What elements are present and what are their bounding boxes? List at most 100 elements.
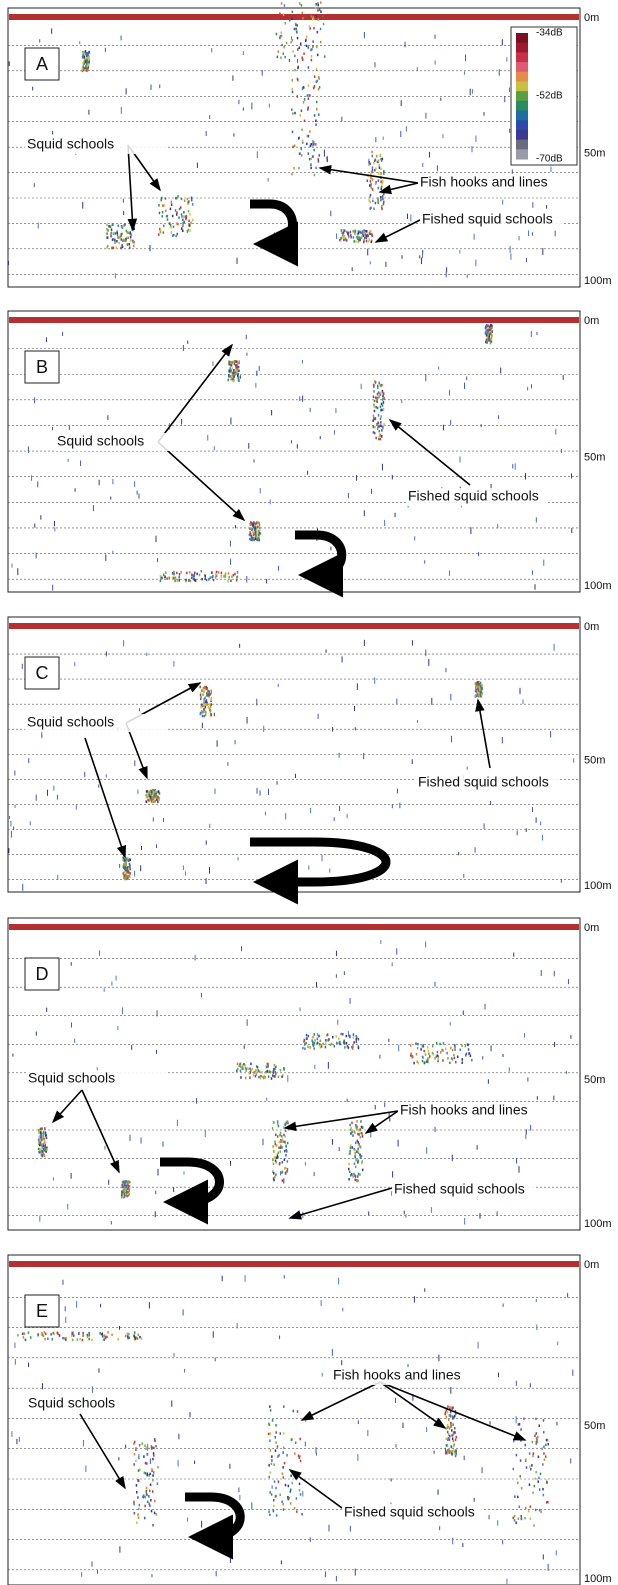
echo-noise bbox=[9, 61, 10, 66]
echo-school bbox=[452, 1415, 454, 1418]
echo-school bbox=[382, 195, 384, 198]
echo-school bbox=[308, 84, 310, 87]
echo-school bbox=[297, 37, 299, 40]
echo-school bbox=[309, 1046, 311, 1049]
echo-school bbox=[284, 56, 286, 59]
echo-school bbox=[330, 1043, 332, 1046]
echo-school bbox=[233, 372, 235, 375]
echo-school bbox=[383, 201, 385, 204]
echo-school bbox=[187, 201, 189, 204]
echo-school bbox=[125, 866, 127, 869]
echo-school bbox=[432, 1045, 434, 1048]
echo-school bbox=[215, 573, 217, 576]
echo-noise bbox=[504, 96, 505, 102]
echo-school bbox=[452, 1437, 454, 1440]
echo-school bbox=[155, 1445, 157, 1448]
colorbar-swatch bbox=[516, 130, 528, 140]
echo-noise bbox=[139, 708, 140, 711]
echo-school bbox=[380, 415, 382, 418]
echo-school bbox=[253, 1074, 255, 1077]
echo-school bbox=[301, 154, 303, 157]
echo-school bbox=[378, 164, 380, 167]
echo-school bbox=[277, 1445, 279, 1448]
echo-school bbox=[273, 1179, 275, 1182]
echo-noise bbox=[83, 1440, 84, 1446]
echo-noise bbox=[183, 345, 184, 351]
echo-school bbox=[228, 576, 230, 579]
echo-school bbox=[39, 1149, 41, 1152]
echo-noise bbox=[464, 71, 465, 74]
echo-noise bbox=[92, 1386, 93, 1392]
echo-school bbox=[288, 1485, 290, 1488]
echo-school bbox=[381, 435, 383, 438]
echo-school bbox=[205, 706, 207, 709]
echo-school bbox=[445, 1450, 447, 1453]
echo-school bbox=[193, 575, 195, 578]
echo-noise bbox=[157, 558, 158, 562]
echo-noise bbox=[46, 1008, 47, 1012]
echo-school bbox=[203, 690, 205, 693]
echo-school bbox=[325, 1043, 327, 1046]
echo-school bbox=[383, 170, 385, 173]
echo-school bbox=[110, 225, 112, 228]
echo-noise bbox=[111, 1221, 112, 1224]
echo-noise bbox=[130, 1135, 131, 1141]
echo-school bbox=[275, 1436, 277, 1439]
echo-school bbox=[346, 231, 348, 234]
echo-school bbox=[146, 1490, 148, 1493]
echo-school bbox=[52, 1332, 54, 1335]
echo-noise bbox=[566, 1071, 567, 1074]
echo-school bbox=[519, 1423, 521, 1426]
echo-noise bbox=[163, 818, 164, 822]
echo-school bbox=[129, 863, 131, 866]
echo-school bbox=[420, 1048, 422, 1051]
echo-school bbox=[313, 1047, 315, 1050]
echo-school bbox=[285, 1172, 287, 1175]
echo-noise bbox=[431, 1207, 432, 1213]
echo-school bbox=[360, 1136, 362, 1139]
echo-school bbox=[253, 526, 255, 529]
echo-noise bbox=[392, 1171, 393, 1177]
echo-school bbox=[294, 1507, 296, 1510]
echo-school bbox=[148, 1502, 150, 1505]
echo-school bbox=[543, 1419, 545, 1422]
surface-band bbox=[9, 14, 579, 20]
echo-school bbox=[462, 1058, 464, 1061]
echo-noise bbox=[34, 523, 35, 527]
echo-noise bbox=[99, 950, 100, 955]
echo-school bbox=[301, 109, 303, 112]
echo-school bbox=[450, 1425, 452, 1428]
echo-noise bbox=[553, 1096, 554, 1101]
echo-school bbox=[157, 1482, 159, 1485]
echo-noise bbox=[15, 1359, 16, 1365]
annotation: Fished squid schools bbox=[418, 774, 549, 790]
echo-school bbox=[296, 1497, 298, 1500]
echo-noise bbox=[206, 131, 207, 136]
echo-school bbox=[123, 1189, 125, 1192]
echo-school bbox=[116, 247, 118, 250]
echo-school bbox=[359, 237, 361, 240]
echo-noise bbox=[100, 1304, 101, 1308]
echo-school bbox=[381, 186, 383, 189]
echo-school bbox=[319, 9, 321, 12]
echo-noise bbox=[452, 1155, 453, 1161]
echo-noise bbox=[74, 1039, 75, 1043]
annotation: Squid schools bbox=[28, 1070, 115, 1086]
echo-school bbox=[525, 1444, 527, 1447]
echo-school bbox=[314, 114, 316, 117]
echo-school bbox=[136, 1491, 138, 1494]
echo-school bbox=[345, 238, 347, 241]
echo-school bbox=[379, 166, 381, 169]
echo-noise bbox=[379, 1055, 380, 1059]
echo-school bbox=[236, 1069, 238, 1072]
echo-school bbox=[540, 1510, 542, 1513]
echo-school bbox=[363, 241, 365, 244]
echo-noise bbox=[111, 982, 112, 986]
echo-school bbox=[307, 94, 309, 97]
echo-noise bbox=[81, 1572, 82, 1577]
echo-school bbox=[378, 172, 380, 175]
echo-school bbox=[145, 1472, 147, 1475]
echo-school bbox=[518, 1517, 520, 1520]
echo-school bbox=[180, 571, 182, 574]
echo-school bbox=[450, 1047, 452, 1050]
